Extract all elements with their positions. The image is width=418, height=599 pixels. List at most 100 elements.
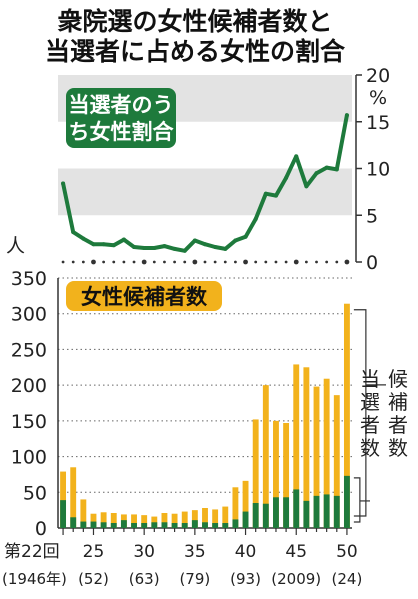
line-point (334, 167, 339, 172)
bar-y-tick-label: 250 (11, 339, 47, 361)
line-point (324, 165, 329, 170)
bar-y-tick-label: 50 (23, 482, 47, 504)
bar-winners (293, 489, 300, 528)
bracket-winners (353, 477, 361, 523)
bar-winners (110, 523, 117, 528)
line-baseline-dot (152, 260, 156, 264)
bar-y-tick-label: 0 (35, 518, 47, 540)
bar-x-tick-sublabel: (93) (230, 570, 261, 588)
line-baseline-dot (183, 260, 187, 264)
bar-winners (161, 522, 168, 528)
line-y-tick-label: 0 (366, 252, 378, 274)
line-point (273, 193, 278, 198)
bar-winners (141, 523, 148, 528)
line-baseline-dot (122, 260, 126, 264)
bar-y-tick-label: 300 (11, 304, 47, 326)
bar-candidates (232, 487, 239, 528)
line-point (71, 230, 76, 235)
line-y-tick-label: 5 (366, 205, 378, 227)
bar-x-tick-label: 35 (184, 542, 206, 562)
bar-x-tick-sublabel: (63) (129, 570, 160, 588)
line-baseline-dot (102, 260, 106, 264)
bar-winners (313, 495, 320, 528)
bar-winners (171, 523, 178, 528)
bar-candidates (191, 510, 198, 528)
bar-winners (70, 517, 77, 528)
bar-winners (100, 522, 107, 528)
chart-title-line-1: 衆院選の女性候補者数と (57, 7, 332, 36)
bar-candidates (333, 395, 340, 528)
line-baseline-dot (213, 260, 217, 264)
bar-candidates (273, 420, 279, 528)
line-baseline-dot (315, 260, 318, 264)
bar-winners (212, 523, 219, 528)
bar-winners (60, 500, 67, 528)
line-baseline-dot (274, 260, 278, 264)
bar-label-box (66, 281, 222, 311)
line-y-tick-label: 15 (366, 112, 390, 134)
bar-x-tick-label: 50 (336, 542, 358, 562)
series-label-candidates-char: 者 (388, 413, 408, 437)
bar-winners (283, 497, 290, 528)
bar-winners (252, 503, 259, 528)
line-baseline-dot (234, 260, 237, 264)
bar-y-tick-label: 200 (11, 375, 47, 397)
line-point (344, 113, 349, 118)
line-baseline-dot (132, 260, 136, 264)
line-point (121, 237, 126, 242)
bar-x-tick-sublabel: (79) (179, 570, 210, 588)
line-y-tick-label: 20 (366, 65, 390, 87)
bar-x-tick-label: 30 (133, 542, 155, 562)
bar-candidates (171, 513, 178, 528)
bar-candidates (262, 385, 269, 528)
line-point (263, 191, 268, 196)
line-baseline-dot (243, 259, 248, 265)
line-point (314, 171, 319, 176)
line-baseline-dot (325, 260, 329, 264)
line-point (91, 242, 96, 247)
series-label-candidates-char: 候 (388, 367, 408, 391)
bar-winners (222, 523, 229, 528)
bar-candidates (110, 513, 117, 528)
line-point (81, 236, 86, 241)
bar-candidates (242, 480, 249, 528)
series-label-winners-char: 数 (360, 436, 380, 460)
line-point (223, 246, 228, 251)
line-baseline-dot (344, 259, 350, 265)
bar-winners (242, 511, 249, 528)
line-point (192, 238, 197, 243)
line-baseline-dot (335, 260, 339, 264)
bar-winners (343, 475, 350, 528)
series-label-candidates-char: 数 (388, 436, 408, 460)
line-baseline-dot (141, 259, 147, 265)
line-y-tick-label: 10 (366, 159, 390, 181)
line-point (294, 154, 299, 159)
series-label-candidates-char: 補 (388, 390, 408, 414)
bar-x-tick-sublabel: (2009) (271, 570, 321, 588)
series-label-winners-char: 当 (360, 367, 380, 391)
line-unit-label: % (369, 87, 387, 109)
line-baseline-dot (173, 260, 176, 264)
line-point (182, 248, 187, 253)
line-point (162, 244, 167, 249)
line-point (284, 175, 289, 180)
bar-winners (120, 520, 127, 528)
line-point (132, 245, 137, 250)
line-point (111, 243, 116, 248)
bar-winners (262, 503, 269, 528)
bar-unit-label: 人 (6, 235, 25, 257)
bar-winners (323, 494, 330, 528)
line-label-box (66, 88, 176, 148)
line-band-5-10 (58, 168, 352, 216)
bar-candidates (70, 467, 77, 528)
bar-x-tick-sublabel: (24) (332, 570, 363, 588)
line-baseline-dot (254, 260, 258, 264)
bar-label-text: 女性候補者数 (81, 285, 208, 309)
bar-candidates (60, 471, 67, 528)
bar-x-tick-sublabel: (1946年) (2, 570, 67, 588)
line-point (152, 245, 157, 250)
line-point (172, 246, 177, 251)
line-label-line-1: 当選者のう (69, 93, 174, 117)
line-baseline-dot (223, 260, 227, 264)
